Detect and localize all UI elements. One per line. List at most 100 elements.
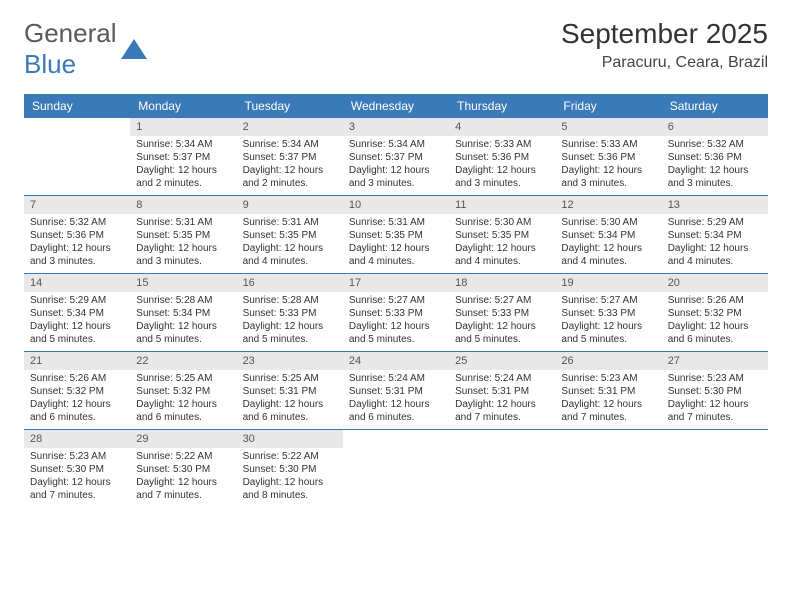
- sunset-text: Sunset: 5:30 PM: [243, 463, 337, 476]
- daylight-text: Daylight: 12 hours and 2 minutes.: [136, 164, 230, 190]
- day-number: 2: [237, 118, 343, 136]
- sunset-text: Sunset: 5:35 PM: [349, 229, 443, 242]
- daylight-text: Daylight: 12 hours and 3 minutes.: [136, 242, 230, 268]
- calendar-cell: 8 Sunrise: 5:31 AMSunset: 5:35 PMDaylight…: [130, 196, 236, 273]
- sunset-text: Sunset: 5:31 PM: [349, 385, 443, 398]
- cell-body: Sunrise: 5:25 AMSunset: 5:32 PMDaylight:…: [130, 370, 236, 428]
- week-row: 14Sunrise: 5:29 AMSunset: 5:34 PMDayligh…: [24, 274, 768, 352]
- daylight-text: Daylight: 12 hours and 5 minutes.: [243, 320, 337, 346]
- day-number: 13: [662, 196, 768, 214]
- day-number: 21: [24, 352, 130, 370]
- calendar-cell: 17Sunrise: 5:27 AMSunset: 5:33 PMDayligh…: [343, 274, 449, 351]
- day-number: 10: [343, 196, 449, 214]
- sunrise-text: Sunrise: 5:29 AM: [668, 216, 762, 229]
- calendar-cell: 2Sunrise: 5:34 AMSunset: 5:37 PMDaylight…: [237, 118, 343, 195]
- calendar-cell: [662, 430, 768, 507]
- calendar-cell: 9Sunrise: 5:31 AMSunset: 5:35 PMDaylight…: [237, 196, 343, 273]
- day-number: 22: [130, 352, 236, 370]
- calendar: SundayMondayTuesdayWednesdayThursdayFrid…: [24, 94, 768, 507]
- day-header-saturday: Saturday: [662, 94, 768, 118]
- sunrise-text: Sunrise: 5:22 AM: [136, 450, 230, 463]
- cell-body: Sunrise: 5:23 AMSunset: 5:30 PMDaylight:…: [662, 370, 768, 428]
- calendar-cell: [449, 430, 555, 507]
- sunset-text: Sunset: 5:35 PM: [243, 229, 337, 242]
- logo-text: General Blue: [24, 18, 117, 80]
- calendar-cell: 5Sunrise: 5:33 AMSunset: 5:36 PMDaylight…: [555, 118, 661, 195]
- sunset-text: Sunset: 5:36 PM: [30, 229, 124, 242]
- day-number: 11: [449, 196, 555, 214]
- sunrise-text: Sunrise: 5:32 AM: [668, 138, 762, 151]
- day-number: 29: [130, 430, 236, 448]
- sunset-text: Sunset: 5:34 PM: [561, 229, 655, 242]
- sunrise-text: Sunrise: 5:22 AM: [243, 450, 337, 463]
- sunrise-text: Sunrise: 5:25 AM: [136, 372, 230, 385]
- logo-word-2: Blue: [24, 49, 76, 79]
- sunset-text: Sunset: 5:31 PM: [243, 385, 337, 398]
- sunset-text: Sunset: 5:37 PM: [136, 151, 230, 164]
- day-number: 27: [662, 352, 768, 370]
- daylight-text: Daylight: 12 hours and 5 minutes.: [349, 320, 443, 346]
- sunset-text: Sunset: 5:37 PM: [243, 151, 337, 164]
- sunrise-text: Sunrise: 5:23 AM: [30, 450, 124, 463]
- sunset-text: Sunset: 5:32 PM: [136, 385, 230, 398]
- week-row: 7Sunrise: 5:32 AMSunset: 5:36 PMDaylight…: [24, 196, 768, 274]
- calendar-cell: 25Sunrise: 5:24 AMSunset: 5:31 PMDayligh…: [449, 352, 555, 429]
- day-header-friday: Friday: [555, 94, 661, 118]
- calendar-page: General Blue September 2025 Paracuru, Ce…: [0, 0, 792, 525]
- sunrise-text: Sunrise: 5:27 AM: [455, 294, 549, 307]
- daylight-text: Daylight: 12 hours and 7 minutes.: [668, 398, 762, 424]
- sunrise-text: Sunrise: 5:31 AM: [243, 216, 337, 229]
- sunrise-text: Sunrise: 5:31 AM: [136, 216, 230, 229]
- daylight-text: Daylight: 12 hours and 2 minutes.: [243, 164, 337, 190]
- calendar-cell: 15Sunrise: 5:28 AMSunset: 5:34 PMDayligh…: [130, 274, 236, 351]
- sunset-text: Sunset: 5:35 PM: [136, 229, 230, 242]
- cell-body: Sunrise: 5:23 AMSunset: 5:30 PMDaylight:…: [24, 448, 130, 506]
- cell-body: Sunrise: 5:22 AMSunset: 5:30 PMDaylight:…: [130, 448, 236, 506]
- day-number: 3: [343, 118, 449, 136]
- day-number: 28: [24, 430, 130, 448]
- calendar-cell: 20Sunrise: 5:26 AMSunset: 5:32 PMDayligh…: [662, 274, 768, 351]
- sunset-text: Sunset: 5:31 PM: [455, 385, 549, 398]
- daylight-text: Daylight: 12 hours and 4 minutes.: [561, 242, 655, 268]
- daylight-text: Daylight: 12 hours and 5 minutes.: [30, 320, 124, 346]
- day-number: 15: [130, 274, 236, 292]
- location: Paracuru, Ceara, Brazil: [561, 54, 768, 72]
- sunset-text: Sunset: 5:36 PM: [668, 151, 762, 164]
- cell-body: Sunrise: 5:34 AMSunset: 5:37 PMDaylight:…: [343, 136, 449, 194]
- sunset-text: Sunset: 5:36 PM: [561, 151, 655, 164]
- calendar-cell: [555, 430, 661, 507]
- sunrise-text: Sunrise: 5:27 AM: [349, 294, 443, 307]
- sunrise-text: Sunrise: 5:34 AM: [349, 138, 443, 151]
- sunrise-text: Sunrise: 5:27 AM: [561, 294, 655, 307]
- sunset-text: Sunset: 5:30 PM: [668, 385, 762, 398]
- daylight-text: Daylight: 12 hours and 6 minutes.: [668, 320, 762, 346]
- sunrise-text: Sunrise: 5:34 AM: [136, 138, 230, 151]
- calendar-cell: 1 Sunrise: 5:34 AMSunset: 5:37 PMDaylight…: [130, 118, 236, 195]
- calendar-cell: 13Sunrise: 5:29 AMSunset: 5:34 PMDayligh…: [662, 196, 768, 273]
- day-number: 23: [237, 352, 343, 370]
- daylight-text: Daylight: 12 hours and 7 minutes.: [30, 476, 124, 502]
- calendar-cell: 21Sunrise: 5:26 AMSunset: 5:32 PMDayligh…: [24, 352, 130, 429]
- day-header-thursday: Thursday: [449, 94, 555, 118]
- sunset-text: Sunset: 5:34 PM: [30, 307, 124, 320]
- sunrise-text: Sunrise: 5:26 AM: [30, 372, 124, 385]
- calendar-cell: 29Sunrise: 5:22 AMSunset: 5:30 PMDayligh…: [130, 430, 236, 507]
- day-number: 12: [555, 196, 661, 214]
- sunset-text: Sunset: 5:31 PM: [561, 385, 655, 398]
- day-number: 8: [130, 196, 236, 214]
- sunset-text: Sunset: 5:33 PM: [349, 307, 443, 320]
- daylight-text: Daylight: 12 hours and 3 minutes.: [561, 164, 655, 190]
- daylight-text: Daylight: 12 hours and 4 minutes.: [668, 242, 762, 268]
- daylight-text: Daylight: 12 hours and 3 minutes.: [349, 164, 443, 190]
- sunset-text: Sunset: 5:33 PM: [243, 307, 337, 320]
- sunrise-text: Sunrise: 5:28 AM: [136, 294, 230, 307]
- day-number: 7: [24, 196, 130, 214]
- day-number: 1: [130, 118, 236, 136]
- header: General Blue September 2025 Paracuru, Ce…: [24, 18, 768, 80]
- logo-word-1: General: [24, 18, 117, 48]
- cell-body: Sunrise: 5:28 AMSunset: 5:34 PMDaylight:…: [130, 292, 236, 350]
- sunrise-text: Sunrise: 5:24 AM: [349, 372, 443, 385]
- cell-body: Sunrise: 5:31 AMSunset: 5:35 PMDaylight:…: [237, 214, 343, 272]
- calendar-cell: 3Sunrise: 5:34 AMSunset: 5:37 PMDaylight…: [343, 118, 449, 195]
- day-number: 26: [555, 352, 661, 370]
